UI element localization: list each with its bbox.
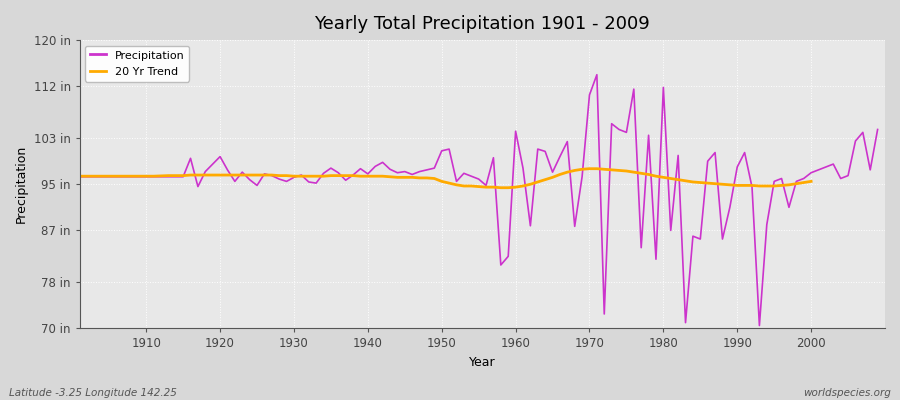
Precipitation bbox=[340, 178, 351, 183]
20 Yr Trend bbox=[133, 174, 144, 178]
Precipitation bbox=[591, 72, 602, 77]
Title: Yearly Total Precipitation 1901 - 2009: Yearly Total Precipitation 1901 - 2009 bbox=[314, 15, 650, 33]
20 Yr Trend bbox=[598, 167, 609, 172]
20 Yr Trend bbox=[510, 185, 521, 190]
Precipitation bbox=[75, 174, 86, 179]
Text: Latitude -3.25 Longitude 142.25: Latitude -3.25 Longitude 142.25 bbox=[9, 388, 177, 398]
Precipitation bbox=[133, 174, 144, 179]
Y-axis label: Precipitation: Precipitation bbox=[15, 145, 28, 223]
Precipitation bbox=[510, 129, 521, 134]
Precipitation bbox=[296, 173, 307, 178]
20 Yr Trend bbox=[75, 174, 86, 178]
Line: Precipitation: Precipitation bbox=[80, 75, 878, 326]
20 Yr Trend bbox=[340, 173, 351, 178]
Precipitation bbox=[503, 254, 514, 259]
Precipitation bbox=[754, 323, 765, 328]
20 Yr Trend bbox=[503, 185, 514, 190]
Precipitation bbox=[607, 121, 617, 126]
20 Yr Trend bbox=[296, 174, 307, 178]
Precipitation bbox=[872, 127, 883, 132]
Legend: Precipitation, 20 Yr Trend: Precipitation, 20 Yr Trend bbox=[86, 46, 190, 82]
Line: 20 Yr Trend: 20 Yr Trend bbox=[80, 169, 811, 188]
X-axis label: Year: Year bbox=[469, 356, 496, 369]
Text: worldspecies.org: worldspecies.org bbox=[803, 388, 891, 398]
